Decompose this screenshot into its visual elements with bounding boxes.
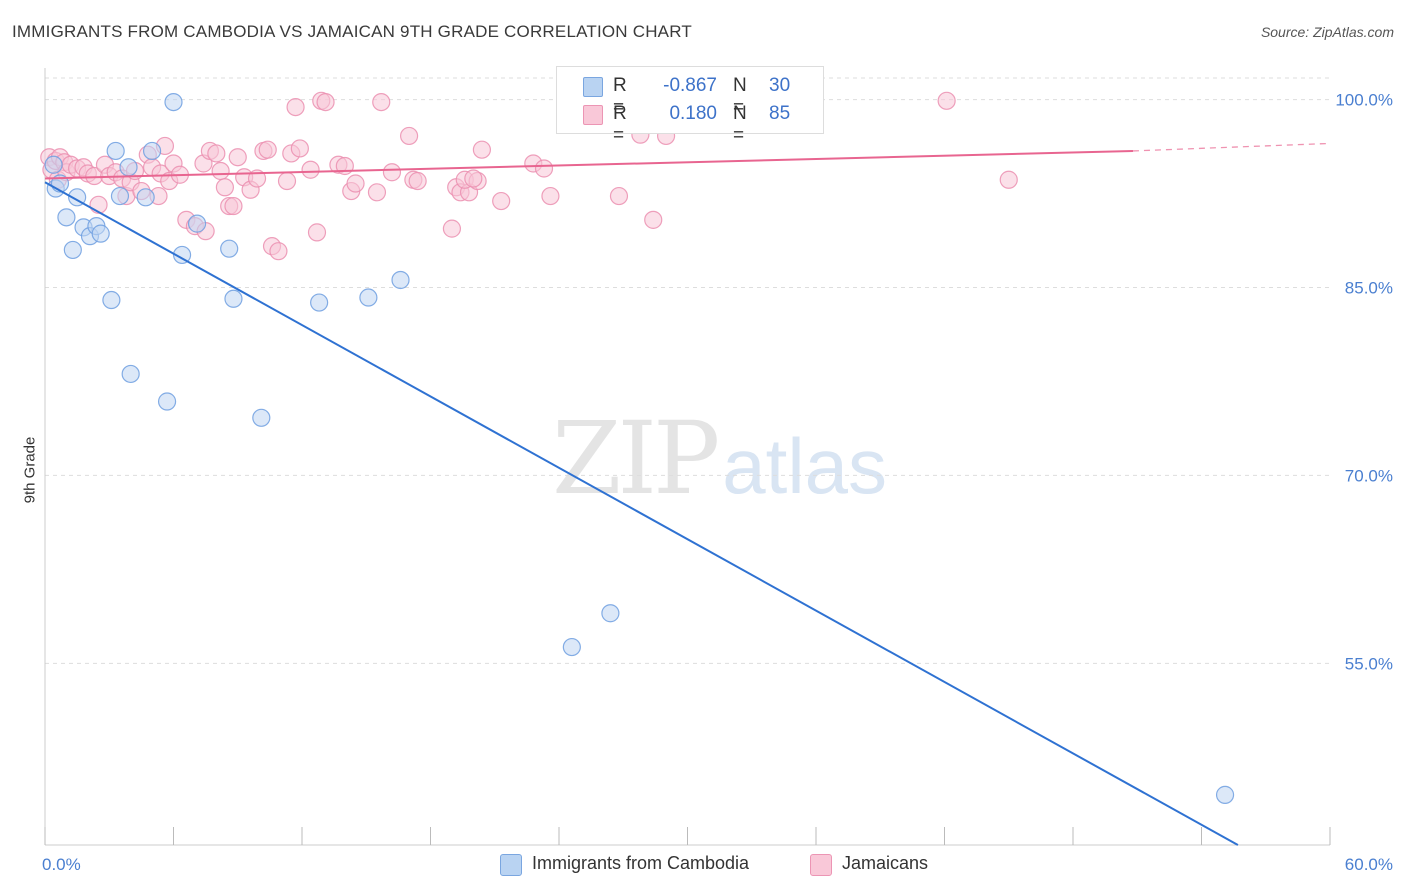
y-tick-label: 100.0% [1335,91,1393,110]
legend-r-label: R = [613,103,627,146]
point-cambodia [562,637,581,657]
point-cambodia [102,290,121,310]
correlation-legend: R = -0.867 N = 30 R = 0.180 N = 85 [556,66,824,146]
legend-label-jamaicans: Jamaicans [842,853,929,873]
point-jamaicans [382,163,402,182]
trend-line-jamaicans-extension [1132,142,1331,152]
point-cambodia [359,288,378,307]
point-jamaicans [307,223,327,242]
x-tick-label: 60.0% [1345,855,1393,874]
point-jamaicans [534,159,554,178]
trend-line-jamaicans [44,149,1133,180]
y-tick-label: 85.0% [1345,279,1393,298]
point-jamaicans [464,169,483,188]
point-jamaicans [207,144,226,163]
point-cambodia [57,208,76,227]
point-cambodia [164,92,183,112]
point-jamaicans [492,191,511,211]
point-cambodia [1215,785,1235,804]
legend-swatch-cambodia [583,77,603,97]
point-jamaicans [269,242,288,261]
point-cambodia [136,188,155,207]
point-cambodia [121,364,140,384]
point-jamaicans [367,183,387,202]
legend-n-value: 30 [769,75,791,96]
point-jamaicans [644,210,663,229]
point-cambodia [187,214,207,233]
axes [44,68,1331,846]
legend-label-cambodia: Immigrants from Cambodia [532,853,750,873]
point-cambodia [220,239,239,258]
x-tick-label: 0.0% [42,855,81,874]
legend-r-value: 0.180 [669,103,717,124]
point-jamaicans [301,160,320,179]
legend-r-label: R = [613,75,627,118]
legend-r-value: -0.867 [663,75,717,96]
legend-swatch-jamaicans [810,854,832,876]
data-points [40,90,1235,804]
point-jamaicans [290,139,309,158]
watermark-zip: ZIP [552,400,720,517]
tick-labels: 55.0% 70.0% 85.0% 100.0% 0.0% 60.0% [42,91,1393,874]
point-cambodia [142,141,162,161]
point-jamaicans [286,98,305,117]
point-cambodia [601,604,620,623]
point-cambodia [110,186,130,206]
point-jamaicans [224,196,243,216]
point-jamaicans [89,195,108,214]
watermark-atlas: atlas [722,422,888,510]
chart-title: IMMIGRANTS FROM CAMBODIA VS JAMAICAN 9TH… [12,22,692,41]
point-jamaicans [258,140,277,159]
point-jamaicans [215,178,234,197]
legend-swatch-cambodia [500,854,522,876]
trend-lines [44,142,1331,846]
point-jamaicans [408,171,427,191]
point-cambodia [119,158,138,177]
point-jamaicans [541,186,560,206]
point-jamaicans [346,174,365,193]
point-cambodia [157,392,177,411]
point-jamaicans [372,92,391,112]
point-jamaicans [399,126,419,146]
point-jamaicans [442,219,462,238]
legend-n-label: N = [733,75,747,118]
point-jamaicans [609,186,629,206]
point-cambodia [310,293,329,312]
point-jamaicans [277,171,297,191]
point-cambodia [224,289,243,308]
point-cambodia [91,224,110,243]
point-cambodia [106,141,125,161]
legend-swatch-jamaicans [583,105,603,125]
point-jamaicans [472,140,491,159]
point-cambodia [172,245,192,265]
point-jamaicans [211,161,230,181]
point-jamaicans [999,170,1018,189]
legend-n-label: N = [733,103,747,146]
point-jamaicans [228,148,247,167]
y-tick-label: 55.0% [1345,654,1393,673]
watermark: ZIPatlas [552,400,887,517]
point-jamaicans [937,91,956,110]
legend-n-value: 85 [769,103,791,124]
trend-line-cambodia [44,181,1239,846]
point-cambodia [44,155,63,174]
point-jamaicans [316,92,335,112]
source-label: Source: ZipAtlas.com [1260,24,1394,40]
point-cambodia [63,240,82,260]
point-cambodia [391,270,410,290]
y-tick-label: 70.0% [1345,466,1393,485]
point-jamaicans [247,169,267,188]
point-cambodia [252,408,271,427]
